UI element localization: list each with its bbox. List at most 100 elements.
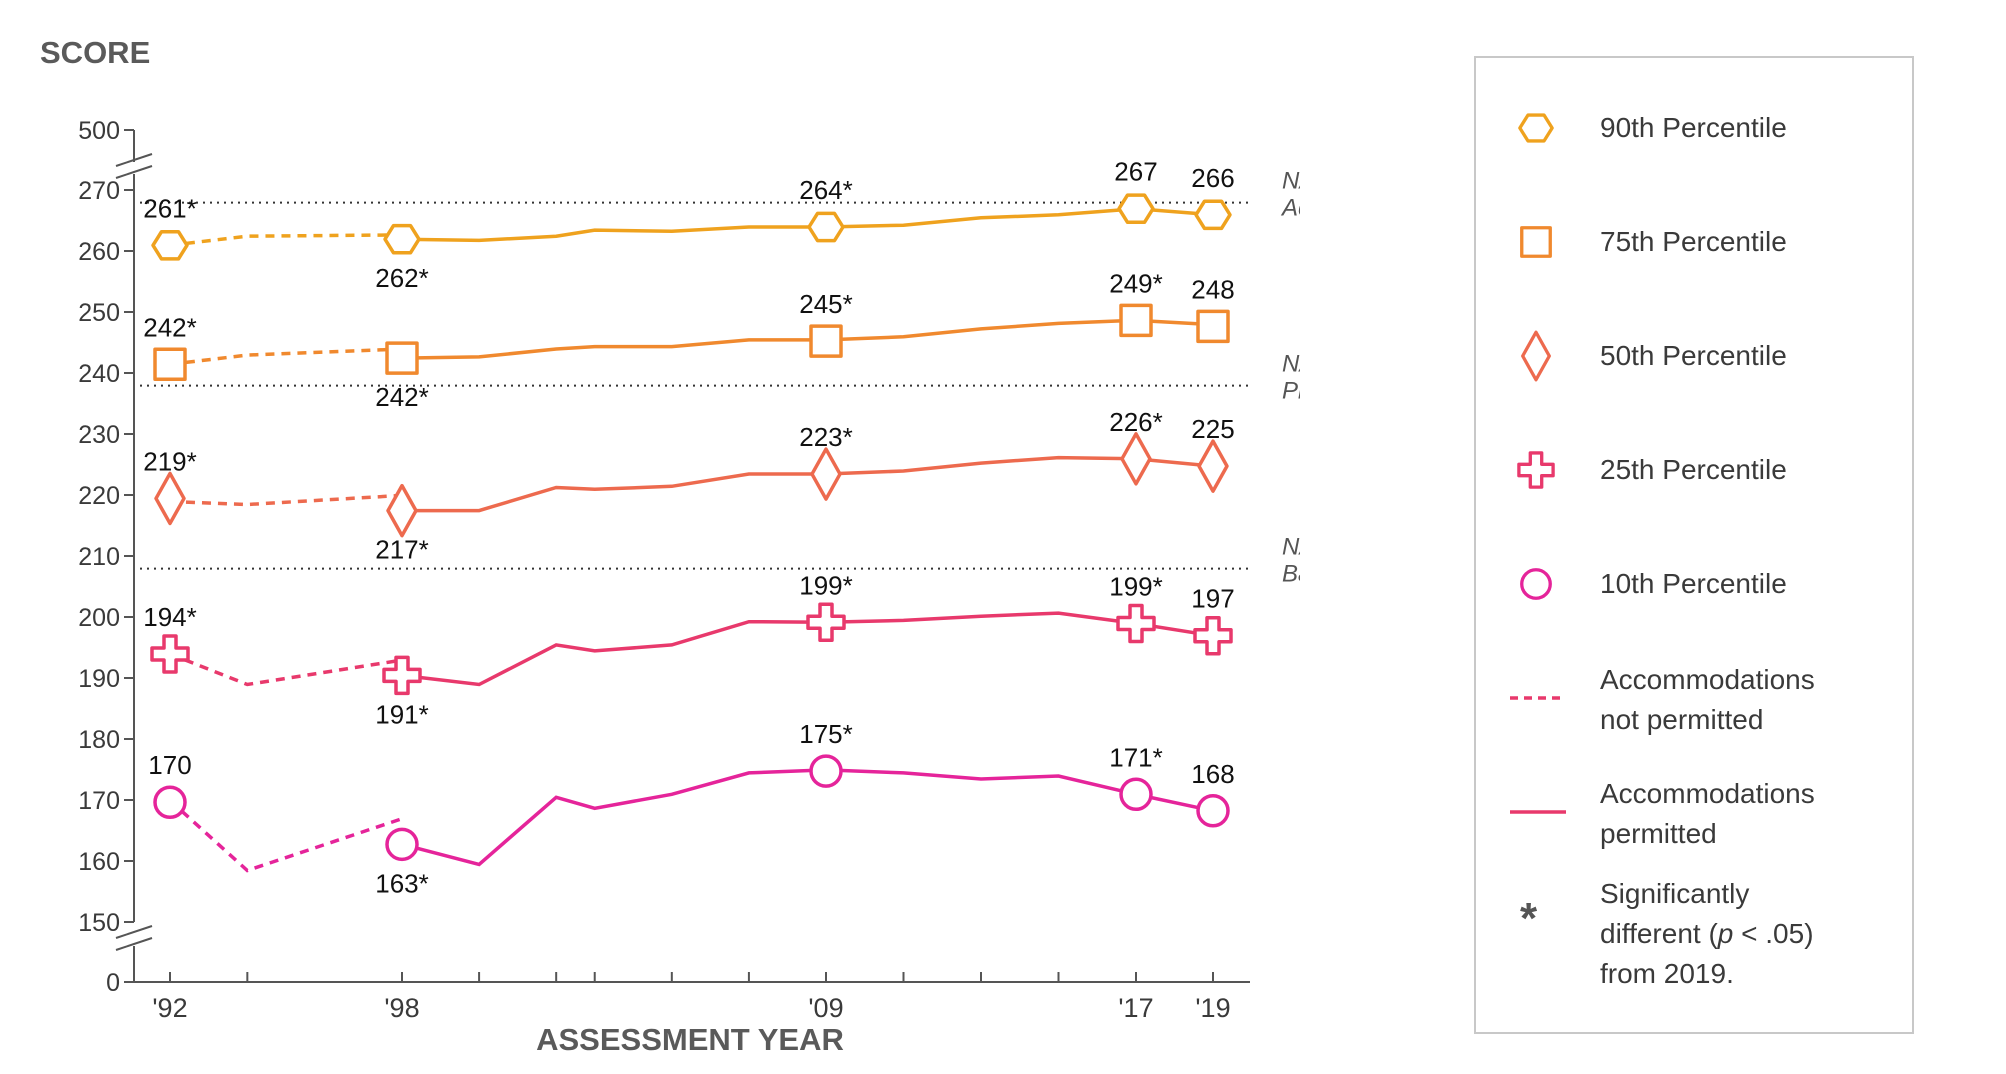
data-label: 199* — [1109, 572, 1163, 602]
data-label: 219* — [143, 446, 197, 476]
series-line-permitted — [401, 611, 1214, 687]
data-label: 242* — [143, 312, 197, 342]
significance-line1: Significantly — [1600, 878, 1750, 909]
legend-symbol-diamond — [1521, 330, 1551, 382]
y-tick-label: 500 — [78, 117, 120, 145]
data-point-hexagon — [151, 229, 189, 261]
y-tick-label: 170 — [78, 787, 120, 815]
data-label: 267 — [1114, 157, 1157, 187]
data-label: 226* — [1109, 407, 1163, 437]
data-point-circle — [153, 785, 187, 819]
legend-label: 25th Percentile — [1600, 454, 1787, 485]
data-label: 170 — [148, 750, 191, 780]
significance-line2: different (p < .05) — [1600, 918, 1814, 949]
y-tick-label: 150 — [78, 909, 120, 937]
series-layer — [150, 193, 1233, 873]
data-point-square — [809, 324, 843, 358]
data-label: 163* — [375, 868, 429, 898]
legend-marker-hexagon — [1518, 113, 1554, 143]
y-axis-break-lower — [115, 925, 153, 951]
legend-marker-square — [1520, 226, 1552, 258]
data-point-circle — [1119, 777, 1153, 812]
naep-label-line1: NAEP — [1282, 534, 1300, 561]
x-tick-label: '92 — [152, 993, 187, 1023]
legend-marker-circle — [1520, 568, 1552, 600]
x-tick-label: '98 — [384, 993, 419, 1023]
y-tick-label: 190 — [78, 665, 120, 693]
data-point-diamond — [1197, 439, 1229, 493]
series-line-not-permitted — [169, 347, 403, 367]
series-cross — [150, 602, 1233, 696]
data-point-square — [1196, 309, 1230, 344]
data-label: 171* — [1109, 742, 1163, 772]
series-line-permitted — [401, 318, 1214, 360]
legend: 90th Percentile 75th Percentile 50th Perce… — [1474, 56, 1914, 1034]
data-point-cross — [150, 634, 190, 674]
series-line-permitted — [402, 455, 1214, 513]
legend-label: 75th Percentile — [1600, 226, 1787, 257]
naep-label-line2: Proficient — [1282, 378, 1300, 405]
asterisk-icon: * — [1520, 894, 1538, 943]
x-axis-title: ASSESSMENT YEAR — [536, 1022, 844, 1057]
x-tick-label: '19 — [1195, 993, 1230, 1023]
y-tick-label: 270 — [78, 177, 120, 205]
data-point-square — [153, 347, 187, 381]
y-tick-label: 200 — [78, 604, 120, 632]
data-label: 248 — [1191, 274, 1234, 304]
data-label: 217* — [375, 535, 429, 565]
y-tick-label: 240 — [78, 360, 120, 388]
series-line-permitted — [401, 206, 1214, 243]
naep-label-line2: Basic — [1282, 561, 1300, 588]
data-label: 261* — [143, 193, 197, 223]
y-tick-label: 250 — [78, 299, 120, 327]
legend-label: Accommodations — [1600, 778, 1815, 809]
naep-label-line2: Advanced — [1280, 195, 1300, 222]
naep-label-line1: NAEP — [1282, 168, 1300, 195]
naep-reference-lines: NAEPAdvancedNAEPProficientNAEPBasic — [140, 168, 1300, 588]
y-tick-label: 260 — [78, 238, 120, 266]
y-tick-label: 230 — [78, 421, 120, 449]
series-line-not-permitted — [169, 233, 403, 248]
data-point-square — [385, 341, 419, 375]
legend-label: Accommodations — [1600, 664, 1815, 695]
data-point-diamond — [1120, 432, 1152, 486]
series-line-permitted — [401, 768, 1214, 867]
data-point-diamond — [810, 447, 842, 501]
series-circle — [153, 754, 1230, 873]
data-label: 262* — [375, 263, 429, 293]
series-line-not-permitted — [169, 493, 403, 507]
data-point-hexagon — [1194, 199, 1232, 231]
data-point-hexagon — [807, 211, 845, 243]
data-label: 245* — [799, 289, 853, 319]
data-label: 199* — [799, 570, 853, 600]
legend-label: 50th Percentile — [1600, 340, 1787, 371]
y-tick-label: 180 — [78, 726, 120, 754]
y-tick-label: 160 — [78, 848, 120, 876]
data-labels-layer: 261* 262* 264* 267 266 242* 242* 245* 249* 248 219… — [143, 157, 1234, 899]
y-tick-label: 220 — [78, 482, 120, 510]
data-label: 168 — [1191, 759, 1234, 789]
data-point-circle — [385, 827, 419, 862]
data-label: 197 — [1191, 584, 1234, 614]
series-line-not-permitted — [168, 799, 403, 873]
y-tick-label: 0 — [106, 969, 120, 997]
series-hexagon — [151, 193, 1232, 261]
legend-symbol-square — [1520, 226, 1552, 258]
legend-label-line2: permitted — [1600, 818, 1717, 849]
data-point-cross — [806, 602, 846, 643]
naep-label-line1: NAEP — [1282, 351, 1300, 378]
data-point-cross — [1116, 603, 1156, 644]
legend-symbol-solid-line — [1510, 810, 1566, 814]
y-axis-title: SCORE — [40, 35, 150, 70]
line-chart: SCORE ASSESSMENT YEAR 500 270 260 250 240 230… — [40, 35, 1300, 1057]
legend-label: 90th Percentile — [1600, 112, 1787, 143]
data-label: 225 — [1191, 414, 1234, 444]
series-line-not-permitted — [169, 652, 403, 687]
data-point-diamond — [154, 471, 186, 526]
series-diamond — [154, 432, 1229, 538]
legend-symbol-dashed-line — [1510, 696, 1566, 700]
data-point-circle — [809, 754, 843, 788]
data-label: 266 — [1191, 163, 1234, 193]
legend-label: 10th Percentile — [1600, 568, 1787, 599]
data-label: 249* — [1109, 268, 1163, 298]
